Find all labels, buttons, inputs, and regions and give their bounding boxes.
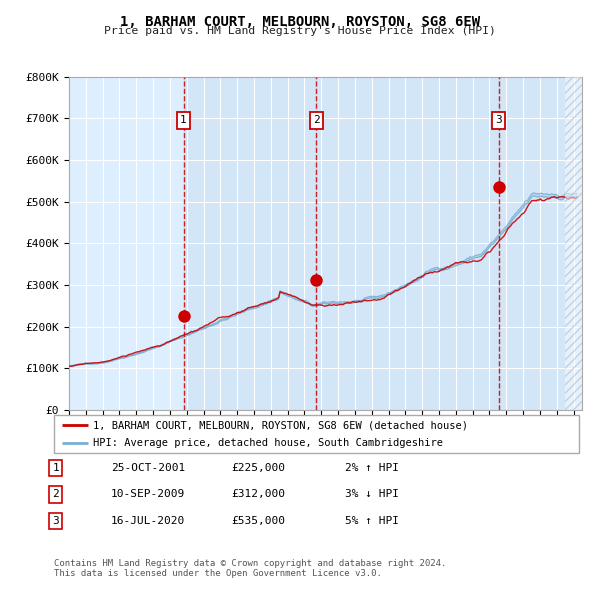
Text: £312,000: £312,000	[231, 490, 285, 499]
Bar	[316, 77, 499, 410]
Text: 25-OCT-2001: 25-OCT-2001	[111, 463, 185, 473]
Text: 16-JUL-2020: 16-JUL-2020	[111, 516, 185, 526]
Text: 10-SEP-2009: 10-SEP-2009	[111, 490, 185, 499]
Text: HPI: Average price, detached house, South Cambridgeshire: HPI: Average price, detached house, Sout…	[94, 438, 443, 448]
Text: 2: 2	[52, 490, 59, 499]
Text: 1, BARHAM COURT, MELBOURN, ROYSTON, SG8 6EW: 1, BARHAM COURT, MELBOURN, ROYSTON, SG8 …	[120, 15, 480, 29]
Text: 3% ↓ HPI: 3% ↓ HPI	[345, 490, 399, 499]
Text: 1: 1	[52, 463, 59, 473]
Text: 3: 3	[495, 116, 502, 126]
Text: This data is licensed under the Open Government Licence v3.0.: This data is licensed under the Open Gov…	[54, 569, 382, 578]
Bar	[184, 77, 316, 410]
Text: £225,000: £225,000	[231, 463, 285, 473]
Text: 2% ↑ HPI: 2% ↑ HPI	[345, 463, 399, 473]
Text: 3: 3	[52, 516, 59, 526]
Text: Price paid vs. HM Land Registry's House Price Index (HPI): Price paid vs. HM Land Registry's House …	[104, 26, 496, 36]
Text: 1: 1	[180, 116, 187, 126]
Text: 1, BARHAM COURT, MELBOURN, ROYSTON, SG8 6EW (detached house): 1, BARHAM COURT, MELBOURN, ROYSTON, SG8 …	[94, 420, 469, 430]
Text: £535,000: £535,000	[231, 516, 285, 526]
Bar	[499, 77, 582, 410]
Text: Contains HM Land Registry data © Crown copyright and database right 2024.: Contains HM Land Registry data © Crown c…	[54, 559, 446, 568]
Text: 2: 2	[313, 116, 319, 126]
FancyBboxPatch shape	[54, 415, 579, 453]
Text: 5% ↑ HPI: 5% ↑ HPI	[345, 516, 399, 526]
